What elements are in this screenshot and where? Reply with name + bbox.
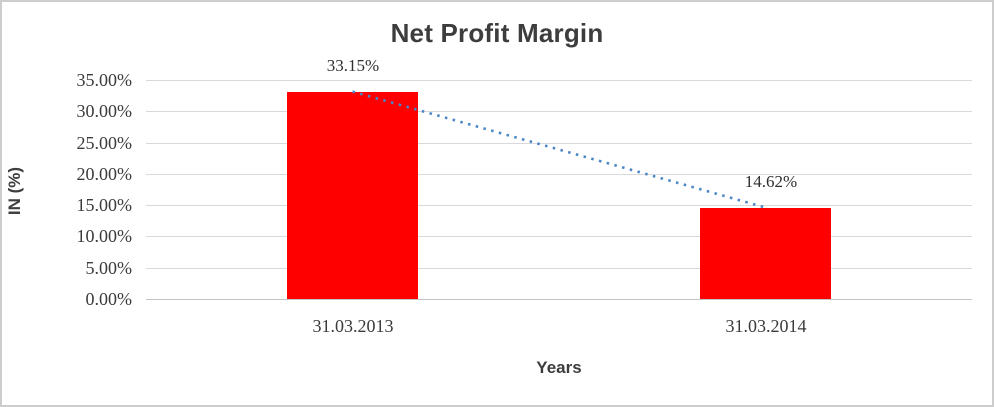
gridline [146, 236, 972, 237]
gridline [146, 111, 972, 112]
y-tick-label: 10.00% [76, 226, 133, 246]
gridline [146, 174, 972, 175]
gridline [146, 299, 972, 300]
plot-area [146, 80, 972, 300]
gridline [146, 268, 972, 269]
gridline [146, 143, 972, 144]
bar-data-label: 14.62% [744, 172, 798, 191]
y-tick-label: 25.00% [76, 133, 133, 153]
x-category-label: 31.03.2013 [312, 316, 394, 336]
x-category-label: 31.03.2014 [725, 316, 807, 336]
bar-data-label: 33.15% [326, 56, 380, 75]
y-tick-label: 15.00% [76, 195, 133, 215]
gridline [146, 80, 972, 81]
bar-31.03.2014 [700, 208, 831, 299]
y-axis-title: IN (%) [5, 166, 24, 216]
y-tick-label: 0.00% [85, 289, 133, 309]
x-axis-title: Years [536, 358, 582, 377]
bar-31.03.2013 [287, 92, 418, 299]
y-tick-label: 20.00% [76, 164, 133, 184]
y-tick-label: 30.00% [76, 101, 133, 121]
chart-title: Net Profit Margin [390, 18, 604, 48]
y-tick-label: 35.00% [76, 70, 133, 90]
gridline [146, 205, 972, 206]
y-tick-label: 5.00% [85, 258, 133, 278]
